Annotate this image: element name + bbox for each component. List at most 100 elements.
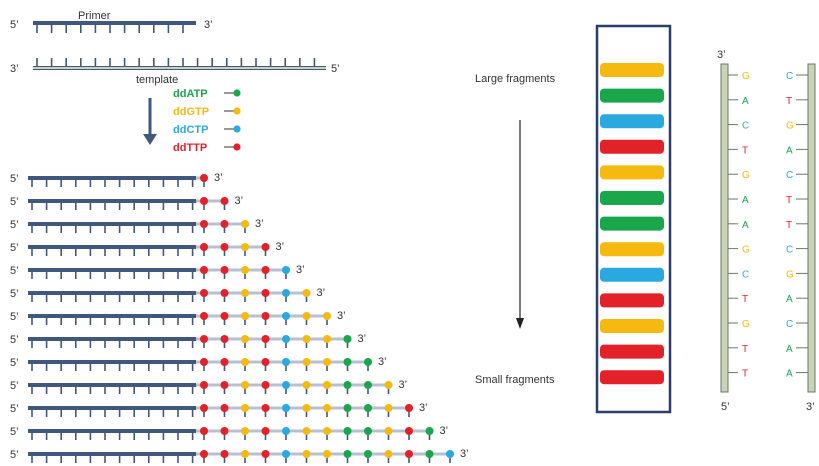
fragment-3prime-label: 3’ xyxy=(255,218,264,230)
nucleotide-T xyxy=(220,312,229,320)
fragment-primer xyxy=(28,222,196,233)
nucleotide-G xyxy=(241,266,249,274)
nucleotide-T xyxy=(405,450,413,458)
nucleotide-C xyxy=(282,289,290,297)
right-strand-base-C: C xyxy=(786,319,793,330)
right-strand-base-G: G xyxy=(786,121,794,132)
nucleotide-G xyxy=(384,450,393,458)
fragment-primer xyxy=(28,245,196,256)
fragment-row: 5’ 3’ xyxy=(10,195,243,210)
nucleotide-A xyxy=(343,450,352,458)
nucleotide-T xyxy=(261,243,270,251)
fragment-5prime-label: 5’ xyxy=(10,449,19,461)
left-strand-base-C: C xyxy=(742,269,749,280)
nucleotide-T xyxy=(200,358,208,366)
nucleotide-T xyxy=(200,312,208,320)
fragment-3prime-label: 3’ xyxy=(214,172,223,184)
fragment-3prime-label: 3’ xyxy=(378,356,387,368)
left-strand-3prime-label: 3’ xyxy=(717,49,726,61)
ddntp-legend: ddATP ddGTP ddCTP ddTTP xyxy=(173,88,241,154)
fragment-3prime-label: 3’ xyxy=(337,310,346,322)
template-strand xyxy=(33,58,326,70)
nucleotide-C xyxy=(282,266,290,274)
template-label: template xyxy=(136,74,178,86)
nucleotide-T xyxy=(200,404,208,412)
left-strand-base-A: A xyxy=(742,195,749,206)
primer-label: Primer xyxy=(78,10,111,22)
left-strand-base-G: G xyxy=(742,71,750,82)
nucleotide-T xyxy=(220,427,229,435)
nucleotide-G xyxy=(323,404,331,412)
nucleotide-T xyxy=(200,427,208,435)
fragment-3prime-label: 3’ xyxy=(276,241,285,253)
nucleotide-T xyxy=(200,197,208,205)
gel-band-T xyxy=(600,344,664,359)
fragment-row: 5’ 3’ xyxy=(10,448,469,463)
nucleotide-T xyxy=(220,404,229,412)
fragment-3prime-label: 3’ xyxy=(358,333,367,345)
left-strand-base-G: G xyxy=(742,319,750,330)
nucleotide-T xyxy=(261,450,270,458)
fragment-3prime-label: 3’ xyxy=(460,448,469,460)
right-strand-backbone xyxy=(807,63,816,393)
nucleotide-A xyxy=(364,358,372,366)
legend-dot-ddctp xyxy=(233,125,241,133)
fragment-row: 5’ 3’ xyxy=(10,287,325,302)
left-strand-base-C: C xyxy=(742,121,749,132)
fragment-primer xyxy=(28,337,196,348)
nucleotide-T xyxy=(200,266,208,274)
nucleotide-G xyxy=(302,312,311,320)
fragment-row: 5’ 3’ xyxy=(10,333,366,348)
strand-bases: G A C T G A A G C T G T T C T G A C T T C G A C A A xyxy=(728,71,808,380)
legend-dot-ddgtp xyxy=(233,107,241,115)
small-fragments-label: Small fragments xyxy=(475,374,555,386)
nucleotide-G xyxy=(302,335,311,343)
left-strand-backbone xyxy=(720,63,729,393)
nucleotide-G xyxy=(241,312,249,320)
large-fragments-label: Large fragments xyxy=(475,73,556,85)
nucleotide-A xyxy=(343,404,352,412)
nucleotide-T xyxy=(220,220,229,228)
reaction-arrow xyxy=(143,98,157,145)
nucleotide-C xyxy=(446,450,454,458)
right-strand-base-C: C xyxy=(786,71,793,82)
nucleotide-G xyxy=(241,335,249,343)
fragment-5prime-label: 5’ xyxy=(10,219,19,231)
left-strand-base-G: G xyxy=(742,245,750,256)
gel-band-C xyxy=(600,267,664,282)
gel-band-G xyxy=(600,242,664,257)
fragment-5prime-label: 5’ xyxy=(10,288,19,300)
fragment-3prime-label: 3’ xyxy=(296,264,305,276)
fragment-row: 5’ 3’ xyxy=(10,425,448,440)
nucleotide-A xyxy=(364,381,372,389)
right-strand-base-T: T xyxy=(786,220,792,231)
fragment-ladder: 5’ 3’ 5’ 3’ 5’ 3’ 5’ 3’ 5’ 3’ 5’ 3’ 5’ 3’ 5’ 3’ 5’ 3’ 5’ 3’… xyxy=(10,172,469,463)
gel-bands xyxy=(600,63,664,385)
nucleotide-T xyxy=(200,335,208,343)
right-strand-base-A: A xyxy=(786,145,793,156)
nucleotide-G xyxy=(241,220,249,228)
gel-band-G xyxy=(600,319,664,333)
nucleotide-T xyxy=(261,427,270,435)
fragment-5prime-label: 5’ xyxy=(10,403,19,415)
right-strand-base-A: A xyxy=(786,344,793,355)
fragment-primer xyxy=(28,360,196,371)
nucleotide-A xyxy=(343,381,352,389)
nucleotide-T xyxy=(200,450,208,458)
fragment-row: 5’ 3’ xyxy=(10,218,264,233)
nucleotide-C xyxy=(282,381,290,389)
gel-band-T xyxy=(600,293,664,308)
nucleotide-T xyxy=(200,289,208,297)
fragment-3prime-label: 3’ xyxy=(235,195,244,207)
fragment-primer xyxy=(28,314,196,325)
nucleotide-T xyxy=(220,450,229,458)
gel-band-T xyxy=(600,370,664,385)
gel-band-G xyxy=(600,63,664,77)
fragment-3prime-label: 3’ xyxy=(317,287,326,299)
nucleotide-G xyxy=(384,427,393,435)
fragment-row: 5’ 3’ xyxy=(10,379,407,394)
right-strand-base-A: A xyxy=(786,294,793,305)
primer-strand xyxy=(33,21,196,33)
nucleotide-A xyxy=(364,404,372,412)
gel-band-A xyxy=(600,88,664,103)
